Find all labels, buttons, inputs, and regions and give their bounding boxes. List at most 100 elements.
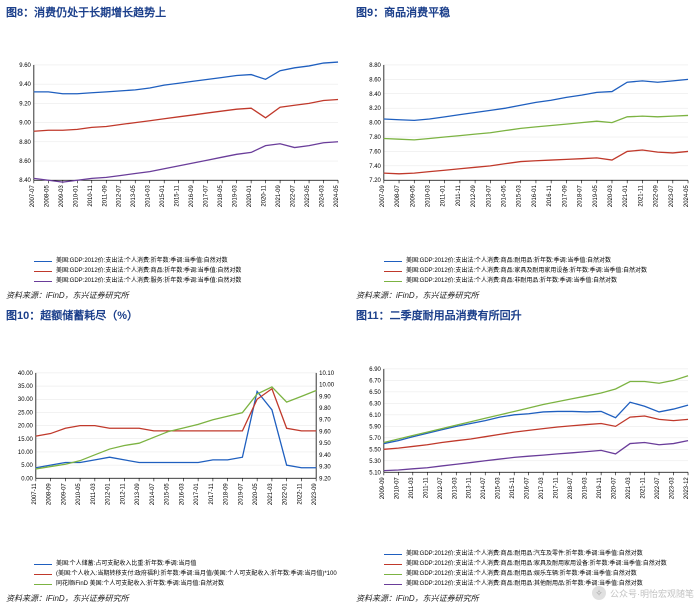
svg-text:2013-07: 2013-07 <box>486 185 492 208</box>
legend-item: 美国:GDP:2012价:支出法:个人消费:商品:耐用品:汽车及零件:折年数:季… <box>384 550 694 559</box>
svg-text:7.20: 7.20 <box>369 178 381 184</box>
svg-text:2008-07: 2008-07 <box>395 185 401 208</box>
legend-item: 美国:GDP:2012价:支出法:个人消费:折年数:季调:当季值:自然对数 <box>34 257 344 266</box>
svg-text:8.40: 8.40 <box>369 92 381 98</box>
svg-text:2011-03: 2011-03 <box>409 477 415 499</box>
fig9-title: 图9：商品消费平稳 <box>356 4 694 20</box>
svg-text:40.00: 40.00 <box>18 371 34 377</box>
fig8-chart: 8.408.608.809.009.209.409.602007-072008-… <box>6 22 344 255</box>
svg-text:9.40: 9.40 <box>19 82 31 88</box>
svg-text:2014-05: 2014-05 <box>502 185 508 208</box>
svg-text:2012-07: 2012-07 <box>117 185 123 208</box>
legend-item: 美国:GDP:2012价:支出法:个人消费:商品:非耐用品:折年数:季调:当季值… <box>384 277 694 286</box>
svg-text:2022-07: 2022-07 <box>655 477 661 500</box>
svg-text:7.40: 7.40 <box>369 164 381 170</box>
svg-text:2024-05: 2024-05 <box>684 185 690 208</box>
fig9-legend: 美国:GDP:2012价:支出法:个人消费:商品:耐用品:折年数:季调:当季值:… <box>356 255 694 289</box>
legend-item: 美国:GDP:2012价:支出法:个人消费:商品:家具及耐用家用设备:折年数:季… <box>384 267 694 276</box>
fig8-legend: 美国:GDP:2012价:支出法:个人消费:折年数:季调:当季值:自然对数美国:… <box>6 255 344 289</box>
svg-text:2012-09: 2012-09 <box>471 185 477 208</box>
legend-item: 美国:GDP:2012价:支出法:个人消费:商品:耐用品:折年数:季调:当季值:… <box>384 257 694 266</box>
svg-text:2015-03: 2015-03 <box>517 185 523 208</box>
svg-text:2021-03: 2021-03 <box>626 477 632 500</box>
svg-text:2011-11: 2011-11 <box>456 185 462 207</box>
svg-text:2024-03: 2024-03 <box>320 185 326 208</box>
svg-text:2018-05: 2018-05 <box>218 185 224 208</box>
svg-text:2013-11: 2013-11 <box>467 477 473 499</box>
fig11-chart: 5.105.305.505.705.906.106.306.506.706.90… <box>356 325 694 548</box>
svg-text:2016-03: 2016-03 <box>179 483 185 506</box>
svg-text:15.00: 15.00 <box>18 437 34 443</box>
svg-text:2015-05: 2015-05 <box>165 483 171 506</box>
svg-text:2019-03: 2019-03 <box>233 185 239 208</box>
svg-text:2012-11: 2012-11 <box>120 483 126 505</box>
svg-text:30.00: 30.00 <box>18 397 34 403</box>
svg-text:8.00: 8.00 <box>369 121 381 127</box>
svg-text:9.00: 9.00 <box>19 121 31 127</box>
svg-text:2022-07: 2022-07 <box>291 185 297 208</box>
svg-text:2010-11: 2010-11 <box>88 185 94 207</box>
watermark-text: 公众号·明怡宏观随笔 <box>610 587 694 600</box>
svg-text:2018-07: 2018-07 <box>568 477 574 500</box>
svg-text:10.00: 10.00 <box>319 383 335 389</box>
legend-swatch <box>384 584 402 585</box>
svg-text:2010-05: 2010-05 <box>76 483 82 506</box>
svg-text:2021-11: 2021-11 <box>641 477 647 499</box>
svg-text:2008-09: 2008-09 <box>47 483 53 506</box>
svg-text:2017-01: 2017-01 <box>194 483 200 506</box>
svg-text:2020-05: 2020-05 <box>253 483 259 506</box>
svg-text:2009-03: 2009-03 <box>59 185 65 208</box>
svg-text:2009-09: 2009-09 <box>380 477 386 500</box>
svg-text:9.60: 9.60 <box>19 63 31 69</box>
svg-text:2022-09: 2022-09 <box>654 185 660 208</box>
legend-item: 美国:GDP:2012价:支出法:个人消费:商品:耐用品:娱乐车辆:折年数:季调… <box>384 570 694 579</box>
svg-text:2015-11: 2015-11 <box>510 477 516 499</box>
svg-text:10.00: 10.00 <box>18 450 34 456</box>
svg-text:2020-07: 2020-07 <box>612 477 618 500</box>
svg-text:2017-03: 2017-03 <box>539 477 545 500</box>
svg-text:2021-01: 2021-01 <box>623 185 629 208</box>
svg-text:2009-05: 2009-05 <box>410 185 416 208</box>
fig9-source: 资料来源：iFinD，东兴证券研究所 <box>356 290 694 301</box>
legend-label: 美国:GDP:2012价:支出法:个人消费:商品:耐用品:汽车及零件:折年数:季… <box>406 550 643 559</box>
legend-label: 同花顺iFinD 美国:个人可支配收入:折年数:季调:当月值:自然对数 <box>56 580 224 589</box>
svg-text:9.60: 9.60 <box>319 429 331 435</box>
legend-label: 美国:GDP:2012价:支出法:个人消费:商品:折年数:季调:当季值:自然对数 <box>56 267 241 276</box>
svg-text:5.00: 5.00 <box>21 463 33 469</box>
svg-text:2019-03: 2019-03 <box>583 477 589 500</box>
svg-text:9.40: 9.40 <box>319 453 331 459</box>
svg-text:7.80: 7.80 <box>369 135 381 141</box>
svg-text:2019-07: 2019-07 <box>238 483 244 506</box>
svg-text:2012-07: 2012-07 <box>438 477 444 500</box>
svg-text:2010-07: 2010-07 <box>394 477 400 500</box>
svg-text:2017-11: 2017-11 <box>209 483 215 505</box>
svg-text:9.20: 9.20 <box>19 101 31 107</box>
legend-item: 同花顺iFinD 美国:个人可支配收入:折年数:季调:当月值:自然对数 <box>34 580 344 589</box>
legend-swatch <box>34 261 52 262</box>
svg-text:8.80: 8.80 <box>369 63 381 69</box>
svg-text:9.70: 9.70 <box>319 418 331 424</box>
fig10-legend: 美国:个人储蓄:占可支配收入比重:折年数:季调:当月值(美国:个人收入:当期转移… <box>6 558 344 592</box>
wechat-icon: ✧ <box>592 586 606 600</box>
legend-item: 美国:GDP:2012价:支出法:个人消费:商品:耐用品:家具及耐用家用设备:折… <box>384 560 694 569</box>
svg-text:2016-01: 2016-01 <box>532 185 538 208</box>
svg-text:2017-07: 2017-07 <box>204 185 210 208</box>
svg-text:2010-03: 2010-03 <box>425 185 431 208</box>
legend-swatch <box>34 271 52 272</box>
svg-text:2020-11: 2020-11 <box>262 185 268 207</box>
svg-text:2020-03: 2020-03 <box>608 185 614 208</box>
legend-label: 美国:GDP:2012价:支出法:个人消费:服务:折年数:季调:当季值:自然对数 <box>56 277 241 286</box>
svg-text:9.80: 9.80 <box>319 406 331 412</box>
svg-text:10.10: 10.10 <box>319 371 335 377</box>
svg-text:2014-07: 2014-07 <box>481 477 487 500</box>
svg-text:8.40: 8.40 <box>19 178 31 184</box>
svg-text:2022-11: 2022-11 <box>297 483 303 505</box>
legend-label: 美国:GDP:2012价:支出法:个人消费:商品:耐用品:折年数:季调:当季值:… <box>406 257 611 266</box>
fig10-source: 资料来源：iFinD，东兴证券研究所 <box>6 593 344 604</box>
svg-text:2019-11: 2019-11 <box>597 477 603 499</box>
legend-label: 美国:GDP:2012价:支出法:个人消费:商品:非耐用品:折年数:季调:当季值… <box>406 277 617 286</box>
svg-text:2017-09: 2017-09 <box>562 185 568 208</box>
legend-item: 美国:GDP:2012价:支出法:个人消费:服务:折年数:季调:当季值:自然对数 <box>34 277 344 286</box>
fig8-title: 图8：消费仍处于长期增长趋势上 <box>6 4 344 20</box>
svg-text:2019-05: 2019-05 <box>593 185 599 208</box>
